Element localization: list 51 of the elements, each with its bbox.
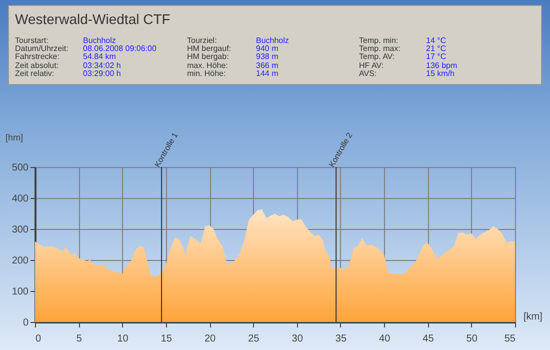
y-tick-label: 500 <box>12 162 29 174</box>
text: 136 bpm <box>426 60 458 70</box>
text: Westerwald-Wiedtal CTF <box>15 11 170 27</box>
text: 938 m <box>256 52 278 62</box>
text: 940 m <box>256 44 278 54</box>
text: HF AV: <box>359 60 384 70</box>
text: Zeit relativ: <box>15 68 54 78</box>
text: 15 km/h <box>426 68 454 78</box>
y-tick-label: 0 <box>22 318 29 328</box>
y-tick-label: 400 <box>12 194 29 204</box>
text: Temp. max: <box>359 44 400 54</box>
text: Temp. AV: <box>359 52 395 62</box>
text: Datum/Uhrzeit: <box>15 44 68 54</box>
x-tick-label: 20 <box>204 334 216 344</box>
text: max. Höhe: <box>187 60 228 70</box>
x-tick-label: 10 <box>117 334 129 344</box>
x-tick-label: 45 <box>422 334 434 344</box>
text: 366 m <box>256 60 278 70</box>
text: 21 °C <box>426 44 446 54</box>
x-tick-label: 25 <box>248 334 260 344</box>
x-tick-label: 50 <box>466 334 478 344</box>
text: AVS: <box>359 68 377 78</box>
text: Tourziel: <box>187 36 217 45</box>
y-axis-title: [hm] <box>6 132 24 142</box>
text: Zeit absolut: <box>15 60 59 70</box>
x-tick-label: 0 <box>36 334 42 344</box>
text: HM bergauf: <box>187 44 232 54</box>
text: 03:34:02 h <box>83 60 121 70</box>
text: Temp. min: <box>359 36 398 45</box>
text: 03:29:00 h <box>83 68 121 78</box>
text: Tourstart: <box>15 36 48 45</box>
text: 144 m <box>256 68 278 78</box>
x-tick-label: 5 <box>76 334 82 344</box>
text: min. Höhe: <box>187 68 226 78</box>
text: HM bergab: <box>187 52 229 62</box>
text: Fahrstrecke: <box>15 52 60 62</box>
x-axis-title: [km] <box>524 312 543 322</box>
text: 54.84 km <box>83 52 116 62</box>
text: 08.06.2008 09:06:00 <box>83 44 156 54</box>
x-tick-label: 30 <box>292 334 304 344</box>
x-tick-label: 15 <box>160 334 172 344</box>
y-tick-label: 100 <box>12 286 29 298</box>
y-tick-label: 300 <box>12 224 29 236</box>
text: Buchholz <box>83 36 116 45</box>
text: 14 °C <box>426 36 446 45</box>
text: Buchholz <box>256 36 289 45</box>
text: 17 °C <box>426 52 446 62</box>
x-tick-label: 40 <box>379 334 391 344</box>
x-tick-label: 55 <box>504 334 516 344</box>
y-tick-label: 200 <box>12 256 29 266</box>
x-tick-label: 35 <box>335 334 347 344</box>
